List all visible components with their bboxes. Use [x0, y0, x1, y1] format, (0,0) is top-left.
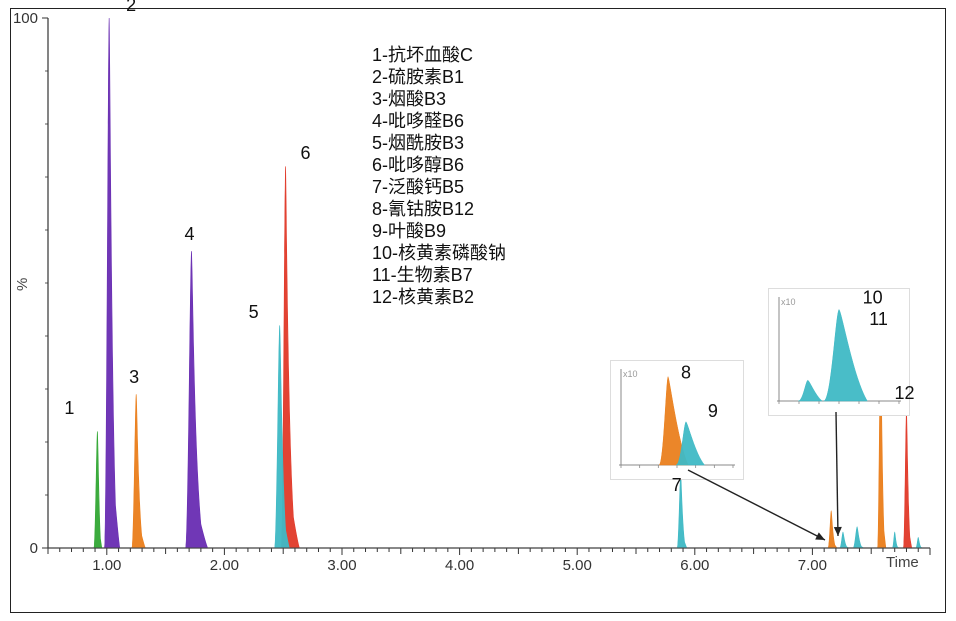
- svg-text:8: 8: [681, 363, 691, 383]
- legend-row-1: 1-抗坏血酸C: [372, 44, 506, 66]
- svg-text:7.00: 7.00: [798, 557, 827, 574]
- inset-peak-10: x10 10: [768, 288, 910, 416]
- svg-text:4.00: 4.00: [445, 557, 474, 574]
- svg-text:100: 100: [13, 10, 38, 27]
- svg-text:9: 9: [708, 401, 718, 421]
- legend-row-12: 12-核黄素B2: [372, 286, 506, 308]
- svg-text:6.00: 6.00: [680, 557, 709, 574]
- peak-label-6: 6: [301, 143, 311, 164]
- peak-label-5: 5: [249, 302, 259, 323]
- legend-row-6: 6-吡哆醇B6: [372, 154, 506, 176]
- svg-text:2.00: 2.00: [210, 557, 239, 574]
- svg-text:x10: x10: [623, 369, 638, 379]
- peak-label-11: 11: [869, 309, 888, 330]
- inset-peaks-8-9: x10 89: [610, 360, 744, 480]
- peak-legend: 1-抗坏血酸C2-硫胺素B13-烟酸B34-吡哆醛B65-烟酰胺B36-吡哆醇B…: [372, 44, 506, 308]
- peak-label-3: 3: [129, 367, 139, 388]
- legend-row-11: 11-生物素B7: [372, 264, 506, 286]
- svg-text:0: 0: [30, 540, 38, 557]
- legend-row-4: 4-吡哆醛B6: [372, 110, 506, 132]
- legend-row-7: 7-泛酸钙B5: [372, 176, 506, 198]
- legend-row-2: 2-硫胺素B1: [372, 66, 506, 88]
- svg-text:3.00: 3.00: [327, 557, 356, 574]
- y-axis-unit: %: [14, 278, 31, 291]
- svg-text:1.00: 1.00: [92, 557, 121, 574]
- legend-row-9: 9-叶酸B9: [372, 220, 506, 242]
- peak-label-12: 12: [894, 383, 914, 404]
- svg-text:10: 10: [863, 289, 883, 307]
- legend-row-5: 5-烟酰胺B3: [372, 132, 506, 154]
- peak-label-2: 2: [126, 0, 136, 16]
- x-axis-label: Time: [886, 554, 919, 571]
- peak-label-4: 4: [184, 224, 194, 245]
- legend-row-3: 3-烟酸B3: [372, 88, 506, 110]
- svg-text:x10: x10: [781, 297, 796, 307]
- peak-label-7: 7: [672, 475, 682, 496]
- legend-row-8: 8-氰钴胺B12: [372, 198, 506, 220]
- peak-label-1: 1: [64, 398, 74, 419]
- legend-row-10: 10-核黄素磷酸钠: [372, 242, 506, 264]
- svg-text:5.00: 5.00: [563, 557, 592, 574]
